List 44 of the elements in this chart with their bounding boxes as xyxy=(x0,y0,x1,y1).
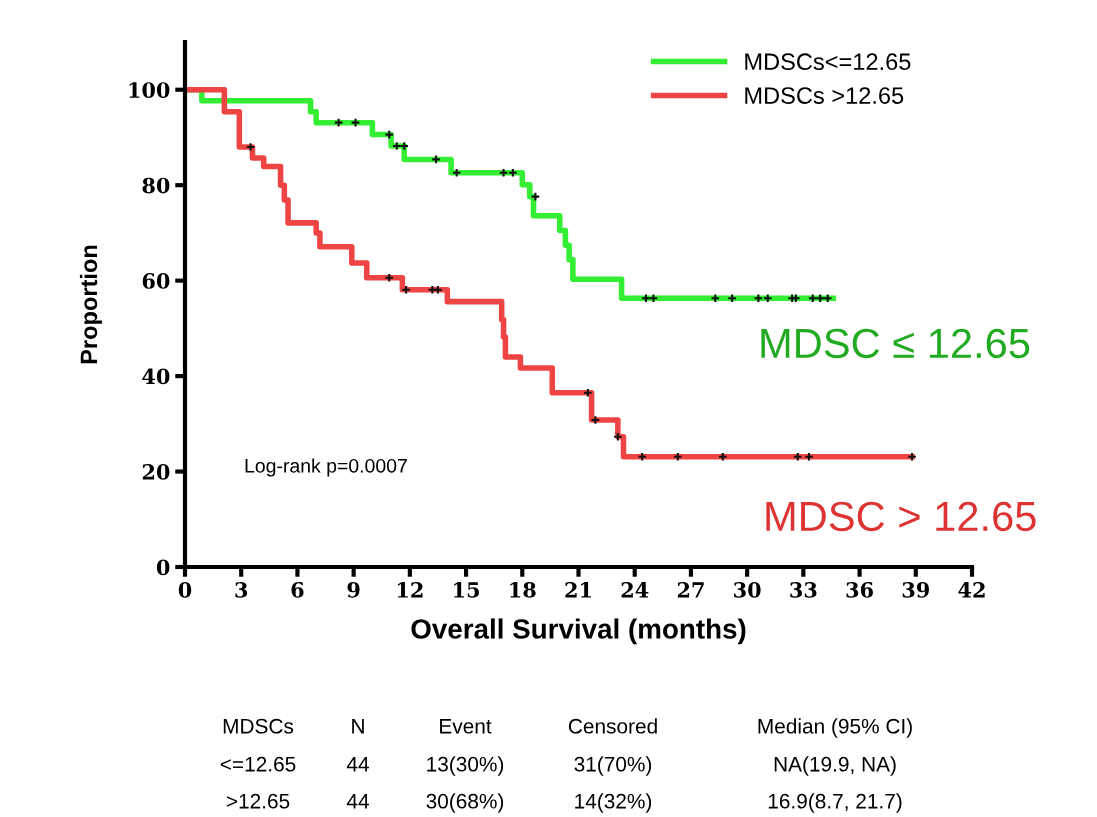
x-tick-label: 27 xyxy=(677,581,704,598)
legend-label: MDSCs >12.65 xyxy=(745,87,904,104)
text: <=12.65 xyxy=(220,756,296,772)
annotation: MDSC ≤ 12.65 xyxy=(761,328,1030,359)
y-tick-label: 0 xyxy=(156,559,170,576)
x-tick-label: 30 xyxy=(734,581,761,598)
text: >12.65 xyxy=(226,793,290,809)
text: 16.9(8.7, 21.7) xyxy=(768,793,902,813)
x-tick-label: 3 xyxy=(235,581,248,598)
annotation: Log-rank p=0.0007 xyxy=(245,458,407,477)
x-tick-label: 15 xyxy=(454,581,479,598)
x-tick-label: 6 xyxy=(291,581,304,598)
point xyxy=(350,117,361,128)
x-tick-label: 12 xyxy=(397,581,423,598)
x-axis-title: Overall Survival (months) xyxy=(411,618,746,645)
x-tick-label: 21 xyxy=(565,581,591,598)
y-axis-title: Proportion xyxy=(79,245,102,364)
y-tick-label: 60 xyxy=(142,273,170,289)
y-tick-label: 40 xyxy=(142,368,170,385)
text: 44 xyxy=(346,757,369,772)
legend-label: MDSCs<=12.65 xyxy=(745,53,911,71)
text: NA(19.9, NA) xyxy=(774,756,896,776)
x-tick-label: 42 xyxy=(958,581,985,598)
text: MDSCs xyxy=(223,718,294,734)
text: 30(68%) xyxy=(426,793,504,813)
x-tick-label: 39 xyxy=(902,581,929,598)
text: Median (95% CI) xyxy=(758,718,912,738)
text: Censored xyxy=(568,718,657,734)
x-tick-label: 33 xyxy=(790,581,817,598)
y-tick-label: 80 xyxy=(142,177,170,194)
y-tick-label: 100 xyxy=(129,82,170,98)
text: 44 xyxy=(346,794,369,809)
annotation: MDSC > 12.65 xyxy=(766,501,1036,532)
y-tick-label: 20 xyxy=(142,464,170,480)
text: 14(32%) xyxy=(575,793,652,813)
x-tick-label: 9 xyxy=(347,581,360,598)
x-tick-label: 18 xyxy=(510,581,536,598)
text: 13(30%) xyxy=(427,756,504,776)
x-tick-label: 36 xyxy=(846,581,873,598)
text: 31(70%) xyxy=(574,756,652,776)
text: N xyxy=(352,719,364,734)
text: Event xyxy=(440,719,492,734)
x-tick-label: 0 xyxy=(178,581,192,598)
x-tick-label: 24 xyxy=(621,581,649,598)
